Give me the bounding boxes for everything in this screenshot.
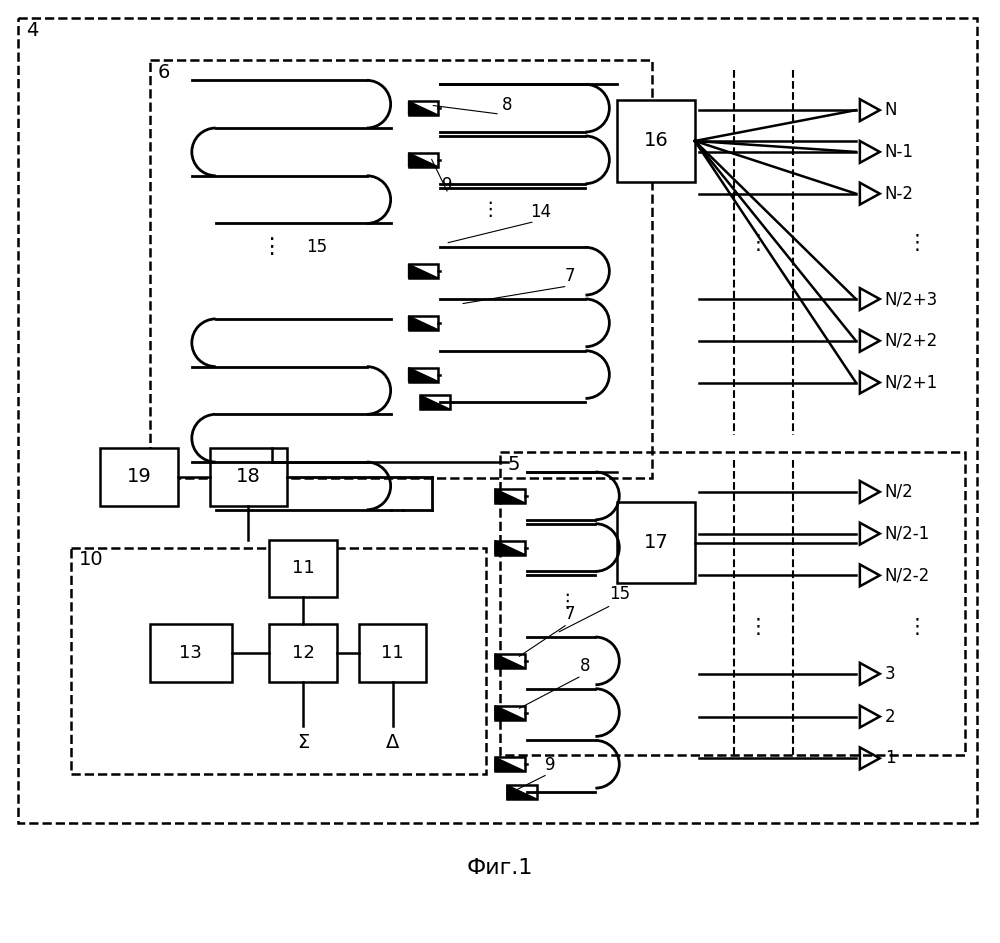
Text: ⋮: ⋮ bbox=[907, 617, 928, 637]
Text: N-1: N-1 bbox=[885, 143, 914, 161]
Polygon shape bbox=[507, 786, 537, 799]
Polygon shape bbox=[409, 368, 438, 382]
Text: Σ: Σ bbox=[297, 734, 309, 753]
Text: N/2+1: N/2+1 bbox=[885, 373, 938, 391]
Text: ⋮: ⋮ bbox=[748, 617, 769, 637]
Text: 19: 19 bbox=[127, 468, 152, 487]
Text: 3: 3 bbox=[885, 665, 895, 683]
Text: N/2+2: N/2+2 bbox=[885, 332, 938, 350]
Text: ⋮: ⋮ bbox=[748, 233, 769, 254]
Text: 13: 13 bbox=[179, 644, 202, 662]
Bar bbox=[500, 452, 965, 755]
Polygon shape bbox=[495, 540, 525, 554]
Text: ⋮: ⋮ bbox=[557, 591, 576, 611]
Text: ⋮: ⋮ bbox=[480, 200, 500, 219]
Text: 7: 7 bbox=[565, 605, 575, 623]
Text: 9: 9 bbox=[545, 756, 555, 774]
Bar bbox=[617, 100, 695, 182]
Text: Фиг.1: Фиг.1 bbox=[467, 857, 533, 878]
Text: 5: 5 bbox=[508, 455, 520, 474]
Text: 9: 9 bbox=[442, 175, 453, 193]
Text: N-2: N-2 bbox=[885, 185, 914, 203]
Text: 15: 15 bbox=[306, 239, 327, 256]
Text: 18: 18 bbox=[236, 468, 261, 487]
Text: 14: 14 bbox=[530, 203, 551, 221]
Polygon shape bbox=[409, 264, 438, 278]
Text: 2: 2 bbox=[885, 707, 895, 725]
Bar bbox=[269, 539, 337, 597]
Bar bbox=[359, 624, 426, 682]
Polygon shape bbox=[409, 101, 438, 115]
Text: 10: 10 bbox=[78, 551, 103, 570]
Bar bbox=[269, 624, 337, 682]
Text: 16: 16 bbox=[644, 131, 668, 151]
Text: N/2: N/2 bbox=[885, 483, 913, 501]
Polygon shape bbox=[495, 757, 525, 771]
Bar bbox=[150, 624, 232, 682]
Bar bbox=[71, 548, 486, 774]
Bar bbox=[150, 60, 652, 478]
Polygon shape bbox=[409, 316, 438, 330]
Text: N/2-1: N/2-1 bbox=[885, 524, 930, 542]
Text: Δ: Δ bbox=[386, 734, 399, 753]
Text: 12: 12 bbox=[292, 644, 315, 662]
Polygon shape bbox=[495, 488, 525, 503]
Polygon shape bbox=[495, 653, 525, 668]
Bar bbox=[18, 18, 977, 823]
Polygon shape bbox=[495, 705, 525, 720]
Polygon shape bbox=[409, 153, 438, 167]
Text: N/2-2: N/2-2 bbox=[885, 567, 930, 585]
Text: 15: 15 bbox=[609, 586, 630, 604]
Text: 6: 6 bbox=[158, 63, 170, 82]
Bar bbox=[210, 448, 287, 505]
Text: 11: 11 bbox=[292, 559, 315, 577]
Bar bbox=[617, 502, 695, 584]
Text: ⋮: ⋮ bbox=[260, 238, 282, 257]
Text: 17: 17 bbox=[644, 533, 668, 552]
Text: 4: 4 bbox=[26, 21, 38, 40]
Text: 11: 11 bbox=[381, 644, 404, 662]
Bar bbox=[100, 448, 178, 505]
Text: ⋮: ⋮ bbox=[907, 233, 928, 254]
Polygon shape bbox=[420, 395, 450, 409]
Text: 8: 8 bbox=[580, 657, 590, 675]
Text: N: N bbox=[885, 101, 897, 119]
Text: 8: 8 bbox=[502, 96, 512, 114]
Text: 7: 7 bbox=[565, 267, 575, 285]
Text: 1: 1 bbox=[885, 750, 895, 768]
Text: N/2+3: N/2+3 bbox=[885, 290, 938, 308]
